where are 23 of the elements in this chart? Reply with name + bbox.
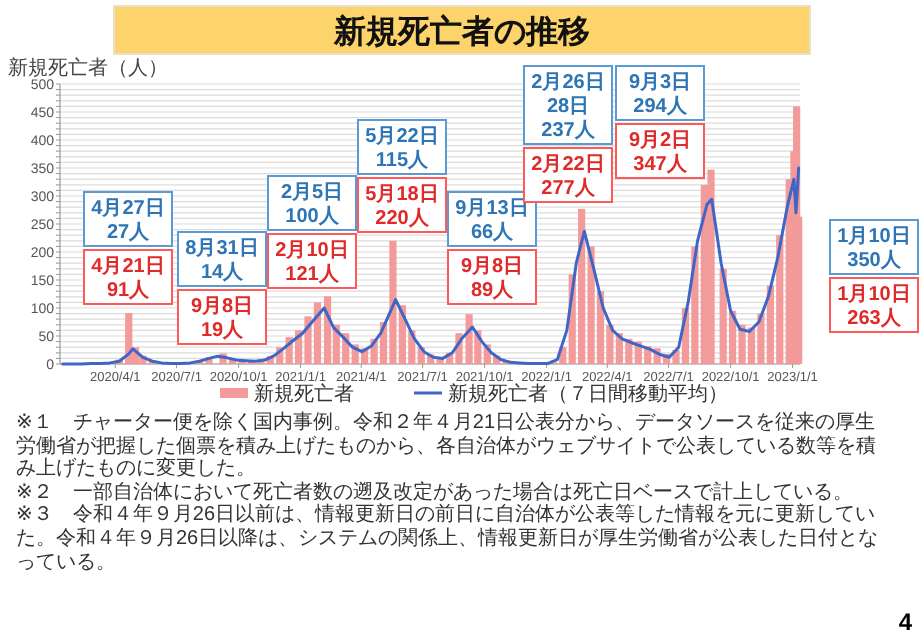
text: 1月10日 263人 xyxy=(837,284,911,330)
y-axis-title: 新規死亡者（人） xyxy=(8,56,168,80)
annotation: 4月21日 91人 xyxy=(91,256,165,302)
annotation: 2月5日 100人 xyxy=(280,182,344,228)
annotation: 2月22日 277人 xyxy=(531,154,605,200)
text: ※３ 令和４年９月26日以前は、情報更新日の前日に自治体が公表等した情報を元に更新していた。令和４年９月26日以降は、システムの関係上、情報更新日が厚生労働省が公表した日付となっている。 xyxy=(16,504,880,575)
annotation: 9月8日 19人 xyxy=(190,296,254,342)
legend-label: 新規死亡者（７日間移動平均） xyxy=(448,382,728,406)
text: 1月10日 350人 xyxy=(837,226,911,272)
annotation: 4月27日 27人 xyxy=(91,198,165,244)
legend-label: 新規死亡者 xyxy=(254,382,354,406)
text: 4 xyxy=(898,608,912,636)
chart-title: 新規死亡者の推移 xyxy=(332,12,590,50)
text: ※２ 一部自治体において死亡者数の遡及改定があった場合は死亡日ベースで計上している。 xyxy=(16,481,855,504)
annotation: 5月22日 115人 xyxy=(365,126,439,172)
text: ※１ チャーター便を除く国内事例。令和２年４月21日公表分から、データソースを従来の厚生労働省が把握した個票を積み上げたものから、各自治体がウェブサイトで公表している数等を積み上げたものに変更した。 xyxy=(16,412,878,481)
annotation: 9月2日 347人 xyxy=(628,130,692,176)
annotation: 5月18日 220人 xyxy=(365,184,439,230)
annotation: 2月26日 28日 237人 xyxy=(531,72,605,142)
annotation: 2月10日 121人 xyxy=(275,240,349,286)
annotation: 9月8日 89人 xyxy=(460,256,524,302)
annotation: 9月3日 294人 xyxy=(628,72,692,118)
annotation: 8月31日 14人 xyxy=(185,238,259,284)
